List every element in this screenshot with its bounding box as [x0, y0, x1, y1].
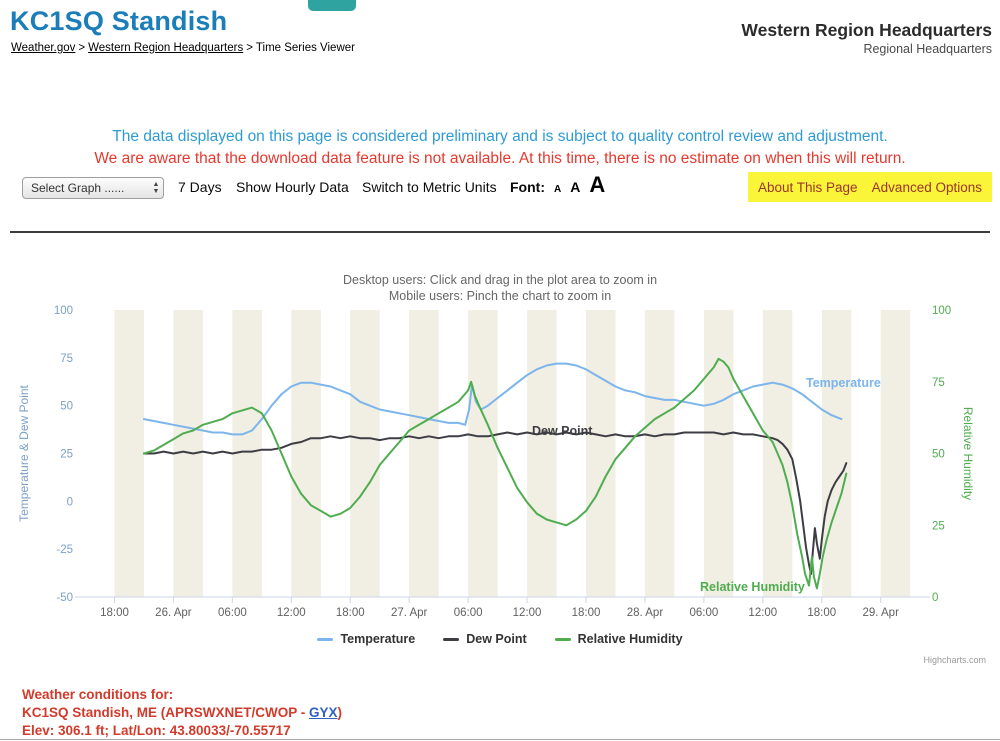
- chart-legend: Temperature Dew Point Relative Humidity: [0, 632, 1000, 646]
- breadcrumb-separator: >: [78, 42, 86, 54]
- y-axis-title-left: Temperature & Dew Point: [17, 384, 31, 521]
- seven-days-button[interactable]: 7 Days: [178, 179, 222, 195]
- breadcrumb-link-weathergov[interactable]: Weather.gov: [11, 42, 76, 54]
- highcharts-credits[interactable]: Highcharts.com: [923, 655, 986, 665]
- breadcrumb-separator: >: [246, 42, 253, 54]
- breadcrumb-current: Time Series Viewer: [255, 42, 355, 54]
- footer-station-prefix: KC1SQ Standish, ME (APRSWXNET/CWOP -: [22, 705, 310, 720]
- plot-band: [527, 310, 557, 597]
- plot-band: [291, 310, 321, 597]
- font-small-button[interactable]: A: [553, 184, 562, 195]
- advanced-options-link[interactable]: Advanced Options: [871, 179, 982, 195]
- y-tick-label-left: 25: [60, 449, 73, 461]
- x-tick-label: 06:00: [454, 607, 483, 619]
- x-tick-label: 18:00: [336, 607, 365, 619]
- y-tick-label-left: 50: [60, 401, 73, 413]
- x-tick-label: 27. Apr: [391, 607, 428, 619]
- x-tick-label: 28. Apr: [627, 607, 664, 619]
- y-tick-label-left: 0: [67, 496, 73, 508]
- legend-label: Temperature: [340, 632, 416, 646]
- plot-band: [468, 310, 498, 597]
- download-notice: We are aware that the download data feat…: [94, 150, 906, 167]
- footer-elev-line: Elev: 306.1 ft; Lat/Lon: 43.80033/-70.55…: [22, 723, 291, 738]
- legend-label: Dew Point: [466, 632, 527, 646]
- series-label-relative-humidity: Relative Humidity: [700, 580, 805, 594]
- footer-station-line: KC1SQ Standish, ME (APRSWXNET/CWOP - GYX…: [22, 705, 342, 720]
- y-tick-label-right: 75: [932, 377, 945, 389]
- font-label: Font:: [510, 179, 545, 195]
- select-arrows-icon: ▲ ▼: [152, 181, 160, 195]
- plot-band: [114, 310, 144, 597]
- x-tick-label: 06:00: [218, 607, 247, 619]
- x-tick-label: 12:00: [277, 607, 306, 619]
- y-tick-label-right: 100: [932, 305, 951, 317]
- plot-band: [880, 310, 911, 597]
- y-tick-label-right: 25: [932, 520, 945, 532]
- preliminary-notice: The data displayed on this page is consi…: [112, 128, 888, 145]
- legend-item-temperature[interactable]: Temperature: [317, 632, 415, 646]
- y-tick-label-left: -25: [56, 544, 73, 556]
- highlighted-links: About This Page Advanced Options: [748, 172, 992, 202]
- page-title: KC1SQ Standish: [10, 6, 228, 36]
- show-hourly-data-button[interactable]: Show Hourly Data: [236, 179, 349, 195]
- org-subtitle: Regional Headquarters: [863, 42, 992, 56]
- select-graph-value: Select Graph ......: [31, 181, 125, 195]
- timeseries-chart[interactable]: 18:00 26. Apr 06:00 12:00 18:00 27. Apr 06:00 1…: [0, 305, 1000, 625]
- switch-metric-units-button[interactable]: Switch to Metric Units: [362, 179, 497, 195]
- y-tick-label-left: -50: [56, 592, 73, 604]
- font-size-controls: Font: A A A: [510, 172, 605, 202]
- plot-band: [703, 310, 734, 597]
- x-tick-label: 26. Apr: [155, 607, 192, 619]
- footer-heading: Weather conditions for:: [22, 687, 174, 702]
- chart-subtitle-desktop: Desktop users: Click and drag in the plo…: [342, 273, 658, 287]
- select-graph-dropdown[interactable]: Select Graph ...... ▲ ▼: [22, 177, 164, 199]
- plot-band: [350, 310, 380, 597]
- plot-band: [644, 310, 675, 597]
- x-tick-label: 18:00: [100, 607, 129, 619]
- chart-subtitle-mobile: Mobile users: Pinch the chart to zoom in: [388, 289, 612, 303]
- series-line-dew-point: [142, 431, 848, 575]
- divider: [10, 231, 990, 233]
- y-tick-label-right: 0: [932, 592, 938, 604]
- x-tick-label: 29. Apr: [862, 607, 899, 619]
- font-large-button[interactable]: A: [589, 172, 606, 197]
- truncated-top-button[interactable]: [308, 0, 356, 11]
- x-tick-label: 18:00: [572, 607, 601, 619]
- legend-item-relative-humidity[interactable]: Relative Humidity: [554, 632, 683, 646]
- legend-marker-icon: [443, 637, 460, 641]
- plot-band: [586, 310, 616, 597]
- x-tick-label: 18:00: [807, 607, 836, 619]
- x-tick-label: 06:00: [689, 607, 718, 619]
- y-tick-label-left: 100: [54, 305, 73, 317]
- x-tick-label: 12:00: [748, 607, 777, 619]
- y-axis-title-right: Relative Humidity: [961, 407, 975, 500]
- about-this-page-link[interactable]: About This Page: [758, 179, 858, 195]
- footer-station-suffix: ): [337, 705, 343, 720]
- y-tick-label-right: 50: [932, 449, 945, 461]
- plot-band: [821, 310, 852, 597]
- bottom-border: [0, 739, 1000, 740]
- font-medium-button[interactable]: A: [570, 179, 581, 195]
- series-line-relative-humidity: [142, 357, 848, 590]
- org-title: Western Region Headquarters: [741, 20, 992, 40]
- legend-marker-icon: [317, 637, 334, 641]
- gyx-link[interactable]: GYX: [309, 705, 338, 720]
- breadcrumb-link-wrh[interactable]: Western Region Headquarters: [88, 42, 244, 54]
- legend-label: Relative Humidity: [577, 632, 683, 646]
- series-label-dew-point: Dew Point: [532, 424, 593, 438]
- plot-band: [409, 310, 439, 597]
- x-tick-label: 12:00: [513, 607, 542, 619]
- legend-marker-icon: [554, 637, 571, 641]
- legend-item-dew-point[interactable]: Dew Point: [443, 632, 527, 646]
- breadcrumb: Weather.gov > Western Region Headquarters >…: [11, 42, 355, 54]
- series-label-temperature: Temperature: [806, 376, 881, 390]
- y-tick-label-left: 75: [60, 353, 73, 365]
